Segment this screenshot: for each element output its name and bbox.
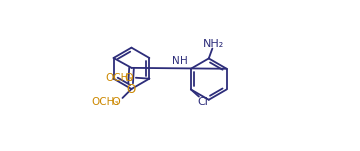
Text: O: O <box>111 97 120 107</box>
Text: N: N <box>172 56 180 66</box>
Text: O: O <box>125 73 134 83</box>
Text: OCH₃: OCH₃ <box>105 73 132 83</box>
Text: O: O <box>126 83 135 96</box>
Text: Cl: Cl <box>197 97 208 107</box>
Text: H: H <box>180 56 188 66</box>
Text: OCH₃: OCH₃ <box>91 97 119 107</box>
Text: NH₂: NH₂ <box>203 39 224 49</box>
